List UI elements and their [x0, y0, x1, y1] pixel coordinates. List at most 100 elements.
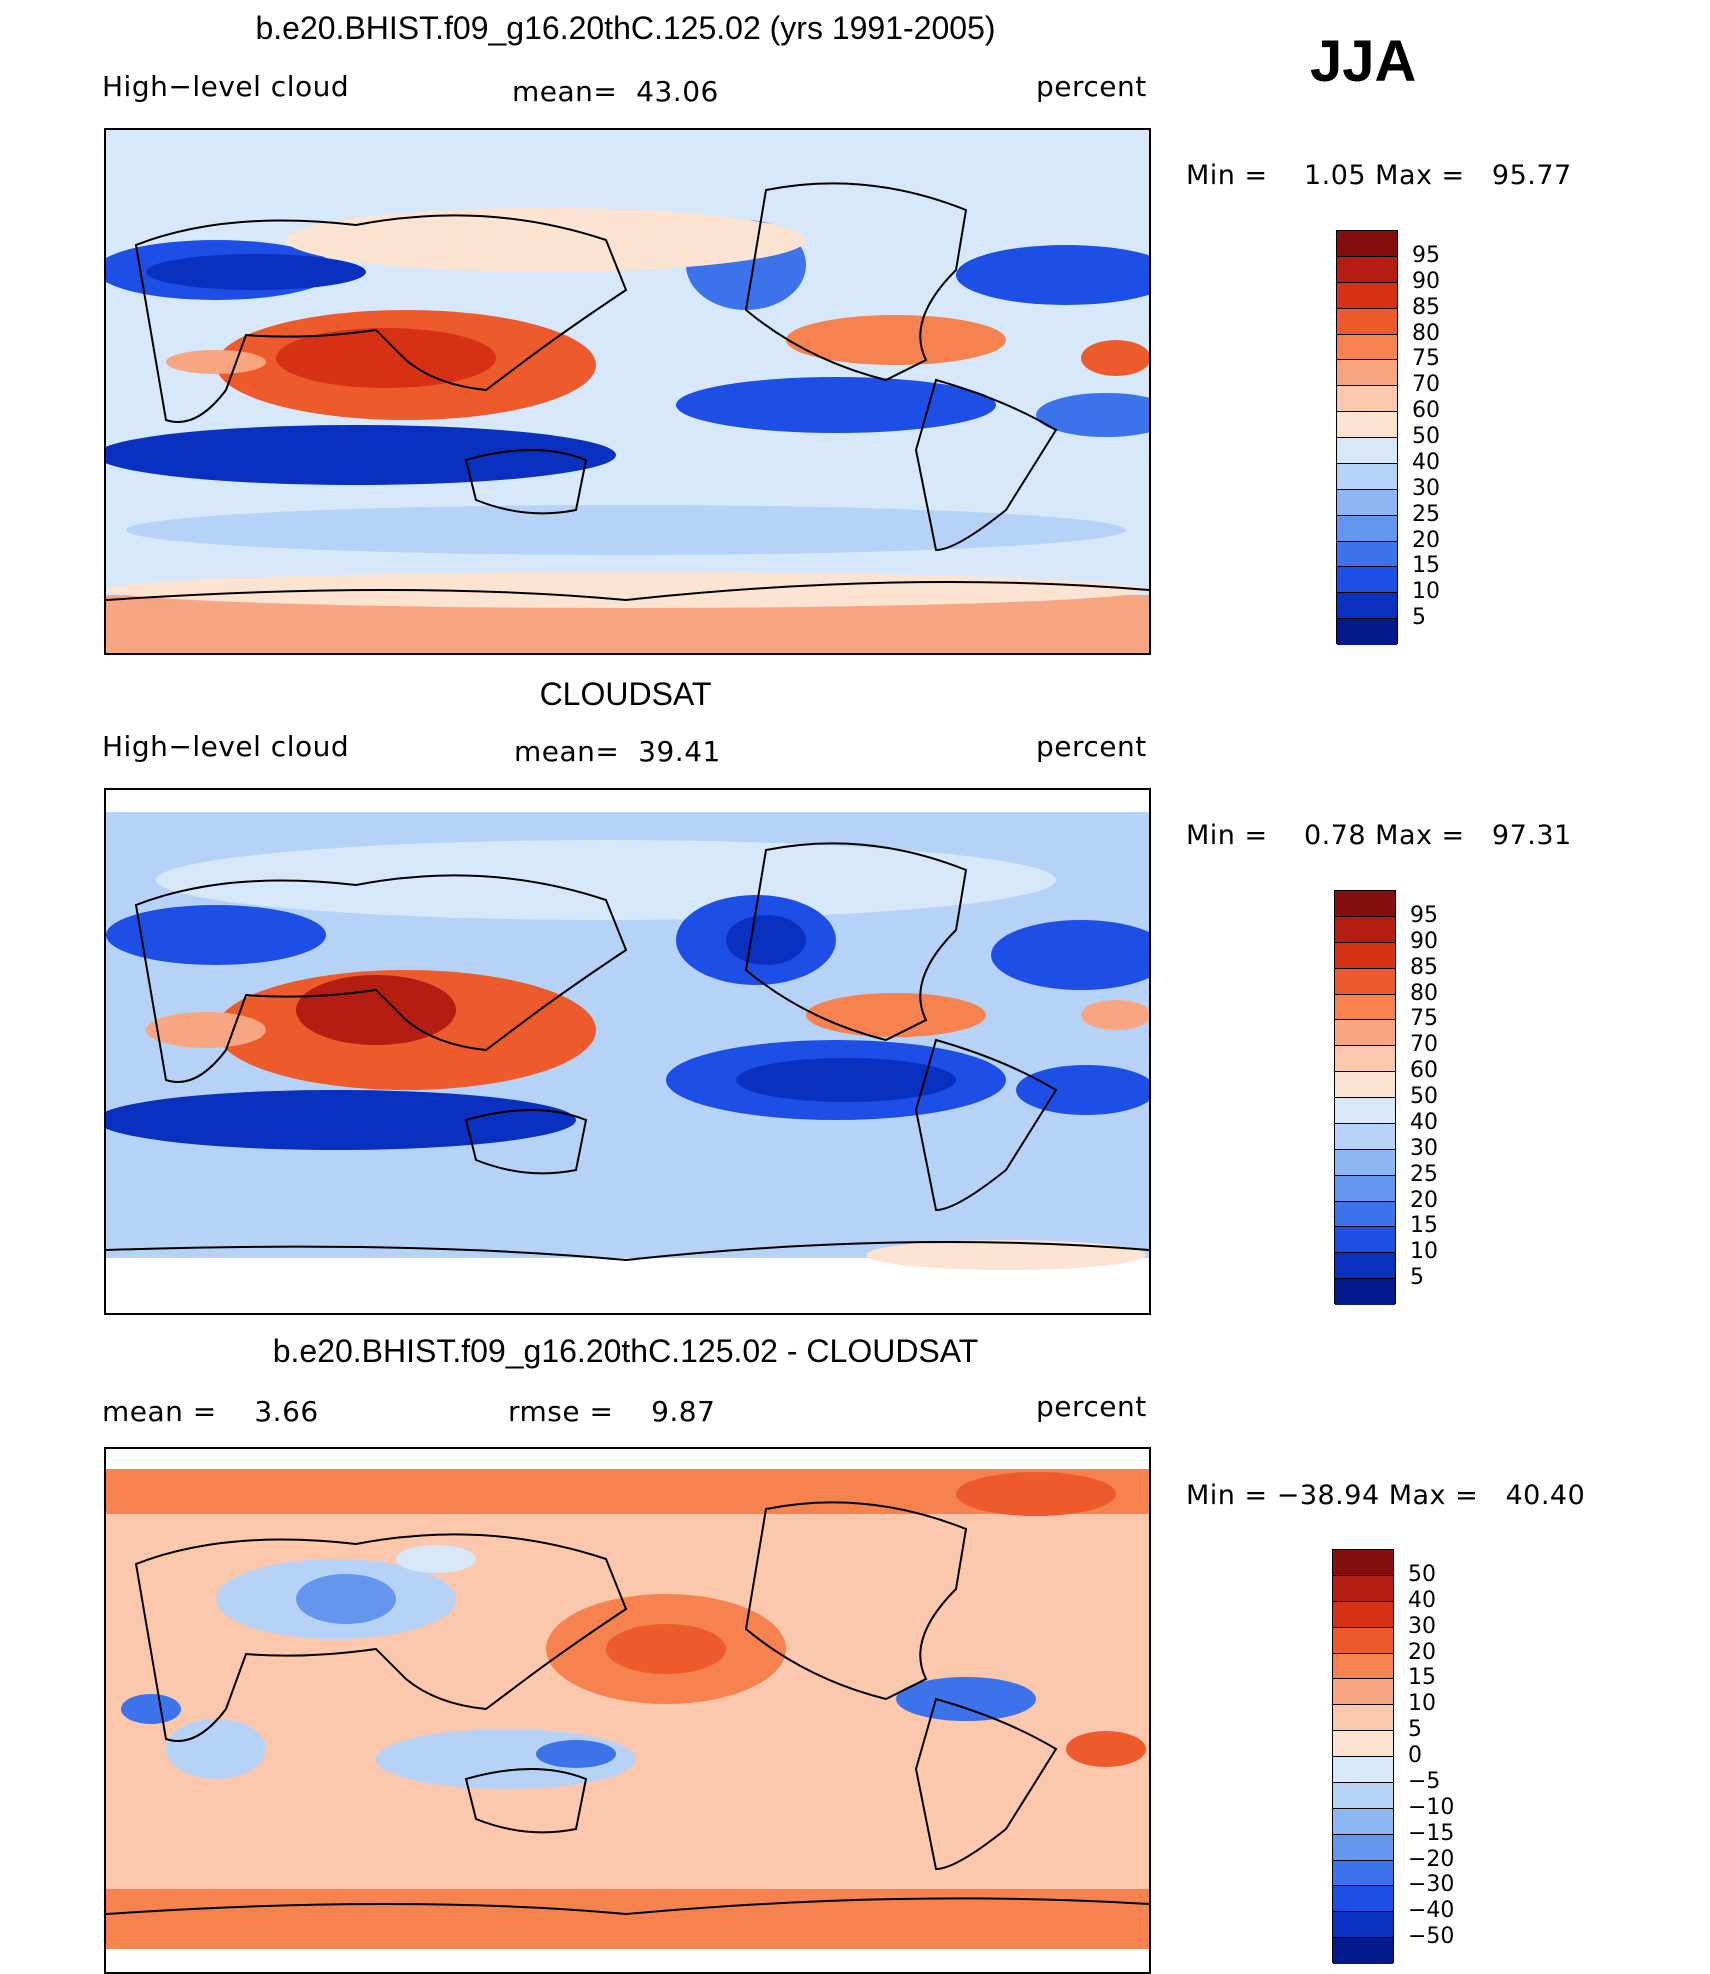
- colorbar-tick-label: −50: [1408, 1924, 1455, 1950]
- colorbar-swatch: [1335, 916, 1395, 943]
- colorbar-swatch: [1337, 308, 1397, 335]
- season-label: JJA: [1310, 29, 1417, 94]
- colorbar-swatch: [1335, 1098, 1395, 1124]
- colorbar-swatch: [1333, 1912, 1393, 1939]
- colorbar-tick-label: −40: [1408, 1898, 1455, 1924]
- panel2-variable-label: High−level cloud: [102, 730, 350, 763]
- colorbar-tick-label: −30: [1408, 1872, 1455, 1898]
- colorbar-tick-label: 85: [1410, 954, 1438, 980]
- panel3-units-label: percent: [1036, 1390, 1147, 1423]
- colorbar-tick-label: 5: [1412, 605, 1426, 631]
- colorbar-tick-label: 75: [1410, 1006, 1438, 1032]
- colorbar-swatch: [1335, 968, 1395, 995]
- panel3-minmax-label: Min = −38.94 Max = 40.40: [1186, 1480, 1586, 1511]
- colorbar-swatch: [1335, 1227, 1395, 1254]
- colorbar-swatch: [1337, 386, 1397, 413]
- colorbar-tick-label: 5: [1408, 1717, 1422, 1743]
- colorbar-tick-label: 10: [1410, 1239, 1438, 1265]
- panel1-minmax-label: Min = 1.05 Max = 95.77: [1186, 160, 1572, 191]
- colorbar-tick-label: 90: [1412, 268, 1440, 294]
- colorbar-tick-label: 75: [1412, 346, 1440, 372]
- colorbar-swatch: [1337, 334, 1397, 361]
- colorbar-swatch: [1335, 1020, 1395, 1047]
- panel2-title: CLOUDSAT: [539, 676, 712, 712]
- colorbar-swatch: [1333, 1731, 1393, 1757]
- panel1-title: b.e20.BHIST.f09_g16.20thC.125.02 (yrs 19…: [255, 10, 996, 46]
- colorbar-swatch: [1337, 360, 1397, 387]
- colorbar-tick-label: 85: [1412, 294, 1440, 320]
- panel2-units-label: percent: [1036, 730, 1147, 763]
- colorbar-tick-label: 0: [1408, 1743, 1422, 1768]
- colorbar-swatch: [1335, 1123, 1395, 1150]
- colorbar-swatch: [1335, 1253, 1395, 1280]
- colorbar-tick-label: 25: [1412, 501, 1440, 527]
- colorbar-swatch: [1333, 1679, 1393, 1706]
- panel3-map: [104, 1447, 1151, 1974]
- colorbar-swatch: [1333, 1705, 1393, 1732]
- colorbar-swatch: [1333, 1834, 1393, 1861]
- colorbar-swatch: [1337, 515, 1397, 542]
- colorbar-swatch: [1337, 463, 1397, 490]
- panel2-mean-label: mean= 39.41: [514, 735, 721, 768]
- colorbar-swatch: [1335, 994, 1395, 1021]
- colorbar-swatch: [1337, 489, 1397, 516]
- colorbar-swatch: [1337, 541, 1397, 568]
- colorbar-tick-label: 10: [1412, 579, 1440, 605]
- colorbar-tick-label: 60: [1412, 398, 1440, 424]
- colorbar-tick-label: 40: [1412, 449, 1440, 475]
- colorbar-swatch: [1335, 1175, 1395, 1202]
- colorbar-swatch: [1333, 1627, 1393, 1654]
- colorbar-swatch: [1337, 256, 1397, 283]
- colorbar-swatch: [1337, 619, 1397, 645]
- panel1-units-label: percent: [1036, 70, 1147, 103]
- colorbar-tick-label: −15: [1408, 1820, 1455, 1846]
- colorbar-tick-label: −10: [1408, 1794, 1455, 1820]
- colorbar-tick-label: 95: [1410, 902, 1438, 928]
- colorbar-tick-label: −20: [1408, 1846, 1455, 1872]
- colorbar-tick-label: 20: [1408, 1639, 1436, 1665]
- colorbar-swatch: [1337, 231, 1397, 257]
- colorbar-tick-label: 30: [1412, 475, 1440, 501]
- panel3-title: b.e20.BHIST.f09_g16.20thC.125.02 - CLOUD…: [272, 1333, 979, 1369]
- colorbar-tick-label: 95: [1412, 242, 1440, 268]
- colorbar-swatch: [1333, 1653, 1393, 1680]
- colorbar-swatch: [1333, 1550, 1393, 1576]
- colorbar-tick-label: 70: [1412, 372, 1440, 398]
- colorbar-tick-label: 90: [1410, 928, 1438, 954]
- colorbar-swatch: [1337, 282, 1397, 309]
- colorbar-tick-label: 15: [1412, 553, 1440, 579]
- colorbar-swatch: [1335, 1149, 1395, 1176]
- colorbar-tick-label: 80: [1412, 320, 1440, 346]
- colorbar-swatch: [1333, 1782, 1393, 1809]
- colorbar-swatch: [1333, 1757, 1393, 1783]
- colorbar-swatch: [1333, 1938, 1393, 1964]
- colorbar-tick-label: 10: [1408, 1691, 1436, 1717]
- colorbar-tick-label: 20: [1412, 527, 1440, 553]
- colorbar-swatch: [1333, 1575, 1393, 1602]
- panel2-minmax-label: Min = 0.78 Max = 97.31: [1186, 820, 1572, 851]
- colorbar-tick-label: 5: [1410, 1265, 1424, 1291]
- colorbar-swatch: [1333, 1886, 1393, 1913]
- panel1-map: [104, 128, 1151, 655]
- colorbar-swatch: [1335, 1201, 1395, 1228]
- panel3-mean-label: mean = 3.66: [102, 1395, 319, 1428]
- colorbar-swatch: [1337, 438, 1397, 464]
- colorbar-tick-label: 15: [1410, 1213, 1438, 1239]
- colorbar-swatch: [1337, 412, 1397, 438]
- panel2-colorbar: [1334, 890, 1396, 1305]
- colorbar-tick-label: 50: [1410, 1084, 1438, 1109]
- colorbar-tick-label: 30: [1408, 1613, 1436, 1639]
- panel1-mean-label: mean= 43.06: [512, 75, 719, 108]
- colorbar-swatch: [1335, 1279, 1395, 1305]
- colorbar-tick-label: 30: [1410, 1135, 1438, 1161]
- colorbar-swatch: [1335, 942, 1395, 969]
- colorbar-tick-label: 60: [1410, 1058, 1438, 1084]
- colorbar-swatch: [1337, 593, 1397, 620]
- colorbar-tick-label: 40: [1408, 1587, 1436, 1613]
- colorbar-swatch: [1337, 567, 1397, 594]
- colorbar-swatch: [1335, 891, 1395, 917]
- panel3-colorbar: [1332, 1549, 1394, 1964]
- colorbar-tick-label: 15: [1408, 1665, 1436, 1691]
- panel3-rmse-label: rmse = 9.87: [508, 1395, 716, 1428]
- colorbar-swatch: [1333, 1860, 1393, 1887]
